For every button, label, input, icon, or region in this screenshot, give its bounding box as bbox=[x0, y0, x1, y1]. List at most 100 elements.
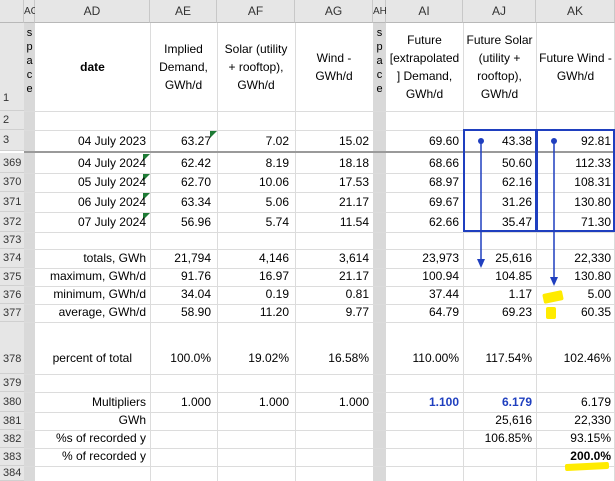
header-future-wind[interactable]: Future Wind - GWh/d bbox=[539, 51, 612, 83]
row-header[interactable]: 371 bbox=[0, 192, 24, 212]
comment-indicator[interactable] bbox=[143, 174, 150, 181]
row-header[interactable]: 369 bbox=[0, 153, 24, 173]
demand-cell[interactable]: 91.76 bbox=[180, 269, 211, 283]
row-header[interactable]: 380 bbox=[0, 392, 24, 412]
future-wind-cell[interactable]: 112.33 bbox=[575, 156, 611, 170]
future-wind-cell[interactable]: 5.00 bbox=[587, 287, 611, 301]
row-header[interactable]: 372 bbox=[0, 212, 24, 232]
wind-cell[interactable]: 9.77 bbox=[345, 305, 369, 319]
date-cell[interactable]: 04 July 2024 bbox=[77, 156, 146, 170]
row-header[interactable]: 383 bbox=[0, 448, 24, 466]
stat-label[interactable]: % of recorded y bbox=[61, 449, 146, 463]
date-cell[interactable]: 05 July 2024 bbox=[77, 175, 146, 189]
col-header-ae[interactable]: AE bbox=[150, 0, 217, 23]
demand-cell[interactable]: 63.34 bbox=[180, 195, 211, 209]
date-cell[interactable]: 04 July 2023 bbox=[77, 134, 146, 148]
row-header[interactable]: 379 bbox=[0, 374, 24, 392]
stat-label[interactable]: Multipliers bbox=[91, 395, 146, 409]
future-demand-cell[interactable]: 37.44 bbox=[428, 287, 459, 301]
future-wind-cell[interactable]: 200.0% bbox=[570, 449, 611, 463]
solar-cell[interactable]: 7.02 bbox=[265, 134, 289, 148]
future-solar-cell[interactable]: 35.47 bbox=[501, 215, 532, 229]
future-solar-cell[interactable]: 31.26 bbox=[501, 195, 532, 209]
row-header[interactable]: 2 bbox=[0, 111, 24, 130]
col-header-ad[interactable]: AD bbox=[35, 0, 150, 23]
wind-cell[interactable]: 21.17 bbox=[338, 269, 369, 283]
wind-cell[interactable]: 21.17 bbox=[338, 195, 369, 209]
comment-indicator[interactable] bbox=[143, 154, 150, 161]
demand-cell[interactable]: 58.90 bbox=[180, 305, 211, 319]
demand-cell[interactable]: 1.000 bbox=[180, 395, 211, 409]
col-header-ai[interactable]: AI bbox=[386, 0, 463, 23]
future-solar-cell[interactable]: 104.85 bbox=[495, 269, 532, 283]
demand-cell[interactable]: 62.70 bbox=[180, 175, 211, 189]
stat-label[interactable]: totals, GWh bbox=[83, 251, 146, 265]
header-solar[interactable]: Solar (utility + rooftop), GWh/d bbox=[224, 42, 288, 92]
row-header[interactable]: 377 bbox=[0, 304, 24, 322]
future-wind-cell[interactable]: 22,330 bbox=[574, 251, 611, 265]
future-demand-cell[interactable]: 68.66 bbox=[428, 156, 459, 170]
wind-cell[interactable]: 11.54 bbox=[339, 215, 369, 229]
future-demand-cell[interactable]: 69.67 bbox=[428, 195, 459, 209]
demand-cell[interactable]: 63.27 bbox=[180, 134, 211, 148]
stat-label[interactable]: minimum, GWh/d bbox=[53, 287, 146, 301]
future-demand-cell[interactable]: 23,973 bbox=[422, 251, 459, 265]
row-header[interactable]: 378 bbox=[0, 322, 24, 374]
header-date[interactable]: date bbox=[80, 60, 105, 74]
col-header-ag[interactable]: AG bbox=[295, 0, 373, 23]
future-solar-multiplier[interactable]: 6.179 bbox=[501, 395, 532, 409]
future-solar-cell[interactable]: 69.23 bbox=[501, 305, 532, 319]
comment-indicator[interactable] bbox=[143, 193, 150, 200]
solar-cell[interactable]: 4,146 bbox=[258, 251, 289, 265]
row-header[interactable]: 382 bbox=[0, 430, 24, 448]
comment-indicator[interactable] bbox=[210, 131, 217, 138]
stat-label[interactable]: percent of total bbox=[52, 351, 132, 365]
future-demand-cell[interactable]: 110.00% bbox=[412, 351, 459, 365]
row-header[interactable]: 376 bbox=[0, 286, 24, 304]
future-wind-cell[interactable]: 130.80 bbox=[574, 269, 611, 283]
demand-cell[interactable]: 21,794 bbox=[174, 251, 211, 265]
header-wind[interactable]: Wind - GWh/d bbox=[315, 51, 353, 83]
future-demand-multiplier[interactable]: 1.100 bbox=[428, 395, 459, 409]
future-wind-multiplier[interactable]: 6.179 bbox=[580, 395, 611, 409]
future-wind-cell[interactable]: 71.30 bbox=[580, 215, 611, 229]
future-wind-cell[interactable]: 102.46% bbox=[563, 351, 611, 365]
future-demand-cell[interactable]: 68.97 bbox=[428, 175, 459, 189]
solar-cell[interactable]: 10.06 bbox=[258, 175, 289, 189]
future-wind-cell[interactable]: 93.15% bbox=[570, 431, 611, 445]
solar-cell[interactable]: 19.02% bbox=[248, 351, 289, 365]
comment-indicator[interactable] bbox=[143, 213, 150, 220]
header-implied-demand[interactable]: Implied Demand, GWh/d bbox=[159, 42, 208, 92]
row-header[interactable]: 373 bbox=[0, 232, 24, 249]
solar-cell[interactable]: 0.19 bbox=[265, 287, 289, 301]
wind-cell[interactable]: 15.02 bbox=[338, 134, 369, 148]
wind-cell[interactable]: 18.18 bbox=[338, 156, 369, 170]
future-demand-cell[interactable]: 69.60 bbox=[428, 134, 459, 148]
future-wind-cell[interactable]: 92.81 bbox=[580, 134, 611, 148]
demand-cell[interactable]: 62.42 bbox=[180, 156, 211, 170]
date-cell[interactable]: 07 July 2024 bbox=[77, 215, 146, 229]
future-solar-cell[interactable]: 50.60 bbox=[501, 156, 532, 170]
select-all-corner[interactable] bbox=[0, 0, 24, 23]
future-solar-cell[interactable]: 62.16 bbox=[501, 175, 532, 189]
future-wind-cell[interactable]: 60.35 bbox=[580, 305, 611, 319]
future-solar-cell[interactable]: 117.54% bbox=[485, 351, 532, 365]
col-header-ak[interactable]: AK bbox=[536, 0, 615, 23]
future-solar-cell[interactable]: 25,616 bbox=[495, 251, 532, 265]
row-header[interactable]: 1 bbox=[0, 23, 24, 111]
stat-label[interactable]: GWh bbox=[118, 413, 146, 427]
solar-cell[interactable]: 16.97 bbox=[258, 269, 289, 283]
solar-cell[interactable]: 11.20 bbox=[259, 305, 289, 319]
stat-label[interactable]: average, GWh/d bbox=[58, 305, 146, 319]
future-solar-cell[interactable]: 1.17 bbox=[508, 287, 532, 301]
date-cell[interactable]: 06 July 2024 bbox=[77, 195, 146, 209]
row-header[interactable]: 374 bbox=[0, 249, 24, 268]
col-header-ac[interactable]: AC bbox=[24, 0, 38, 23]
wind-cell[interactable]: 16.58% bbox=[328, 351, 369, 365]
col-header-aj[interactable]: AJ bbox=[463, 0, 536, 23]
row-header[interactable]: 375 bbox=[0, 268, 24, 286]
row-header[interactable]: 3 bbox=[0, 130, 24, 151]
demand-cell[interactable]: 34.04 bbox=[180, 287, 211, 301]
solar-cell[interactable]: 1.000 bbox=[258, 395, 289, 409]
wind-cell[interactable]: 0.81 bbox=[345, 287, 369, 301]
